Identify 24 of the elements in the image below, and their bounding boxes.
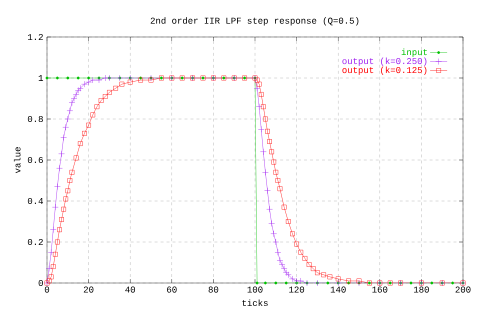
x-tick-label: 180 [414,286,429,293]
y-tick-label: 0.6 [28,156,43,164]
legend-label: input [402,48,428,57]
chart-title: 2nd order IIR LPF step response (Q=0.5) [150,17,358,26]
y-axis-title: value [14,147,21,174]
x-tick-label: 120 [289,286,304,293]
x-tick-label: 140 [330,286,346,293]
x-axis-title: ticks [242,299,268,306]
x-tick-label: 100 [248,286,263,293]
x-tick-label: 40 [125,286,136,293]
x-tick-label: 60 [167,286,177,293]
legend-label: output (k=0.250) [342,58,426,66]
x-tick-label: 0 [44,286,50,293]
x-tick-label: 160 [372,286,388,293]
x-tick-label: 80 [208,286,218,293]
y-tick-label: 0.4 [28,198,44,204]
y-tick-label: 0.2 [28,238,43,246]
legend-label: output (k=0.125) [342,66,426,75]
y-tick-label: 1.2 [28,34,43,40]
y-tick-label: 0 [38,280,43,286]
y-tick-label: 1 [38,75,44,81]
y-tick-label: 0.8 [28,116,43,122]
x-tick-label: 20 [84,286,94,293]
x-tick-label: 200 [456,286,471,293]
